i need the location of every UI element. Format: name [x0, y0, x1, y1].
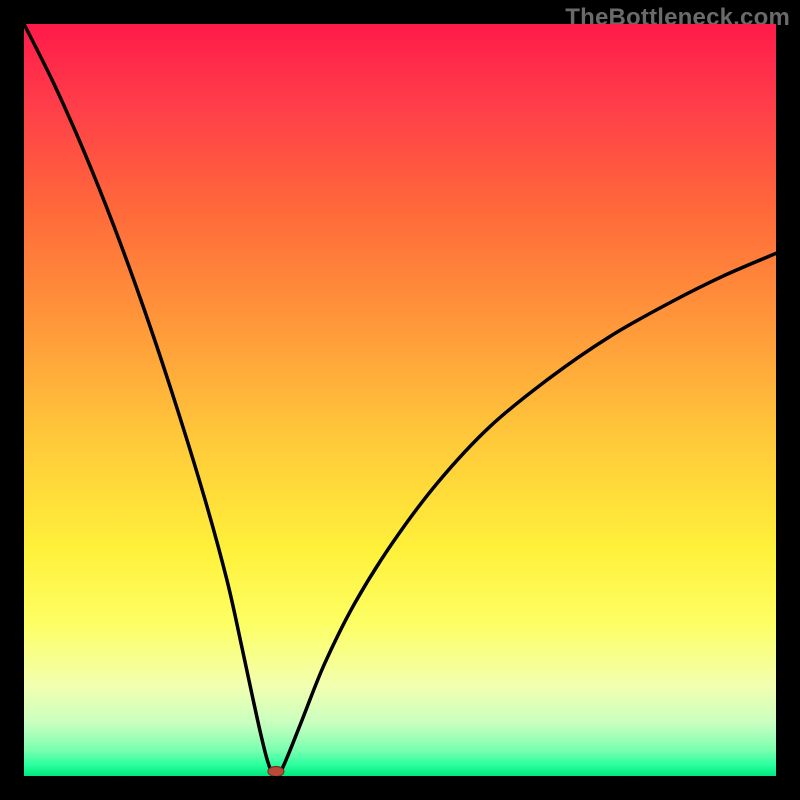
chart-background [24, 24, 776, 776]
chart-svg [24, 24, 776, 776]
minimum-marker [268, 766, 284, 776]
chart-plot-area [24, 24, 776, 776]
outer-frame: TheBottleneck.com [0, 0, 800, 800]
